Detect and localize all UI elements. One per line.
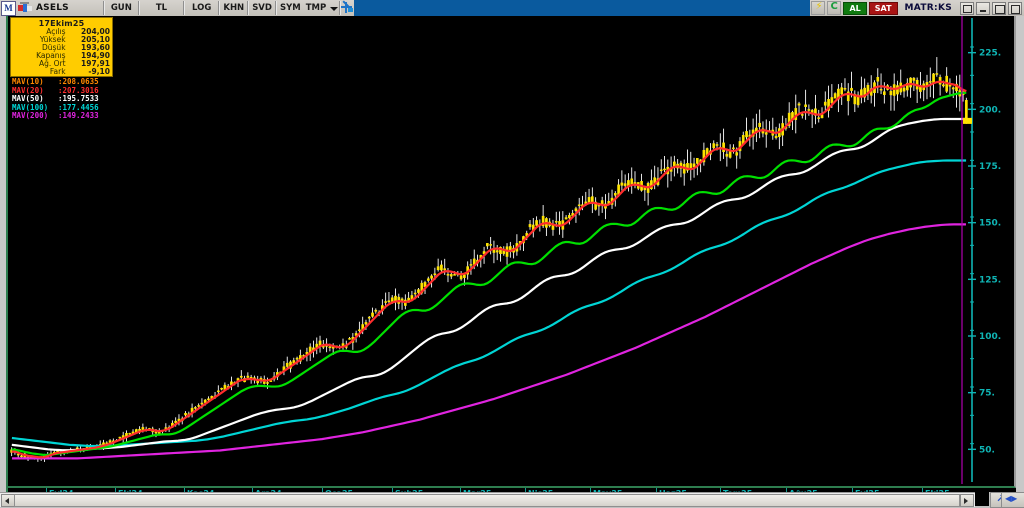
legend-value: :195.7533 (58, 94, 99, 103)
quote-row-low: Düşük 193,60 (11, 44, 112, 52)
quote-label-open: Açılış (46, 27, 66, 36)
toolbar-button-khn[interactable]: KHN (223, 3, 245, 13)
quote-row-change: Fark -9,10 (11, 68, 112, 76)
symbol-label: ASELS (36, 3, 69, 13)
ma-line-mav200 (12, 223, 966, 460)
price-tick-label: 125. (979, 275, 1001, 285)
toolbar-divider (102, 1, 105, 15)
main-toolbar: M ASELS GUN TL LOG KHN SVD SYM TMP (0, 0, 1024, 17)
quote-label-vwap: Ağ. Ort (38, 59, 66, 68)
quote-value-high: 205,10 (81, 35, 110, 44)
buy-button[interactable]: AL (843, 1, 867, 15)
legend-item-mav10[interactable]: MAV(10) :208.0635 (10, 77, 111, 87)
toolbar-button-log[interactable]: LOG (192, 3, 212, 13)
chevron-down-icon[interactable] (328, 3, 339, 14)
toolbar-button-sym[interactable]: SYM (279, 3, 301, 13)
quote-label-low: Düşük (42, 43, 66, 52)
close-button[interactable] (1008, 1, 1022, 15)
quote-value-change: -9,10 (88, 67, 110, 76)
toolbar-button-tl[interactable]: TL (155, 3, 168, 13)
scrollbar-track[interactable] (0, 492, 975, 507)
matriks-logo-icon: M (1, 0, 16, 16)
chart-svg: 50. 75. 100. 125. 150. 175. 200. 225. (10, 16, 1001, 484)
ma-line-mav10 (11, 80, 967, 459)
toolbar-divider (247, 1, 250, 15)
legend-name: MAV(50) (12, 94, 44, 103)
quote-table: Açılış 204,00 Yüksek 205,10 Düşük 193,60… (11, 28, 112, 76)
app-title: MATR:KS (904, 3, 952, 13)
toolbar-divider (137, 1, 140, 15)
quote-label-high: Yüksek (39, 35, 66, 44)
bottom-scrollbar-area: ↗ ◀▶ (0, 492, 1024, 508)
ma-line-mav50 (11, 117, 967, 452)
quote-row-open: Açılış 204,00 (11, 28, 112, 36)
legend-value: :207.3016 (58, 85, 99, 95)
legend-value: :208.0635 (58, 77, 99, 86)
legend-item-mav100[interactable]: MAV(100) :177.4456 (10, 102, 111, 113)
legend-item-mav50[interactable]: MAV(50) :195.7533 (10, 94, 111, 104)
ma-line-mav20 (11, 91, 967, 457)
chart-plot-area[interactable]: 50. 75. 100. 125. 150. 175. 200. 225. 17Ekim25 … (6, 16, 1016, 488)
toolbar-button-svd[interactable]: SVD (252, 3, 272, 13)
refresh-circle-icon[interactable]: C (827, 1, 842, 15)
maximize-button[interactable] (992, 1, 1006, 15)
toolbar-divider (183, 1, 186, 15)
price-tick-label: 100. (979, 332, 1001, 342)
ma-line-mav100 (11, 159, 967, 448)
chart-frame: 50. 75. 100. 125. 150. 175. 200. 225. 17Ekim25 … (0, 16, 1024, 502)
last-price-marker (963, 117, 972, 124)
legend-value: :177.4456 (58, 102, 99, 112)
legend-name: MAV(20) (12, 85, 44, 95)
quote-value-close: 194,90 (81, 51, 110, 60)
minimize-button[interactable] (976, 1, 990, 15)
scrollbar-gap (975, 492, 989, 506)
toolbar-blue-area (354, 0, 811, 16)
toolbar-button-tmp[interactable]: TMP (305, 3, 327, 13)
toolbar-divider (339, 1, 342, 15)
legend-name: MAV(10) (12, 77, 44, 86)
lightning-icon[interactable]: ⚡ (811, 1, 826, 15)
scrollbar-thumb[interactable] (14, 494, 960, 507)
quote-value-low: 193,60 (81, 43, 110, 52)
toolbar-divider (218, 1, 221, 15)
price-tick-label: 175. (979, 162, 1001, 172)
legend-value: :149.2433 (58, 111, 99, 120)
indicator-legend: MAV(10) :208.0635 MAV(20) :207.3016 MAV(… (10, 77, 111, 122)
quote-row-high: Yüksek 205,10 (11, 36, 112, 44)
quote-value-vwap: 197,91 (81, 59, 110, 68)
price-tick-label: 225. (979, 49, 1001, 59)
scroll-right-button[interactable] (960, 494, 974, 507)
quote-value-open: 204,00 (81, 27, 110, 36)
sparkle-icon[interactable] (341, 0, 354, 14)
price-tick-label: 150. (979, 219, 1001, 229)
legend-item-mav200[interactable]: MAV(200) :149.2433 (10, 111, 111, 121)
toolbar-divider (274, 1, 277, 15)
price-tick-label: 50. (979, 445, 995, 455)
price-tick-label: 75. (979, 389, 995, 399)
scroll-left-button[interactable] (1, 494, 15, 507)
chart-type-icon[interactable] (18, 2, 33, 14)
sell-button[interactable]: SAT (868, 1, 898, 15)
toolbar-button-gun[interactable]: GUN (110, 3, 132, 13)
quote-info-box: 17Ekim25 Açılış 204,00 Yüksek 205,10 Düş… (10, 17, 113, 77)
price-tick-label: 200. (979, 105, 1001, 115)
chart-canvas[interactable]: 50. 75. 100. 125. 150. 175. 200. 225. (8, 16, 1014, 484)
legend-name: MAV(200) (12, 111, 49, 120)
legend-item-mav20[interactable]: MAV(20) :207.3016 (10, 85, 111, 96)
restore-small-button[interactable] (960, 1, 974, 15)
quote-label-change: Fark (49, 67, 66, 76)
quote-label-close: Kapanış (36, 51, 66, 60)
navigate-button[interactable]: ◀▶ (1001, 492, 1024, 508)
legend-name: MAV(100) (12, 102, 49, 112)
quote-row-vwap: Ağ. Ort 197,91 (11, 60, 112, 68)
quote-row-close: Kapanış 194,90 (11, 52, 112, 60)
quote-date: 17Ekim25 (38, 19, 85, 28)
